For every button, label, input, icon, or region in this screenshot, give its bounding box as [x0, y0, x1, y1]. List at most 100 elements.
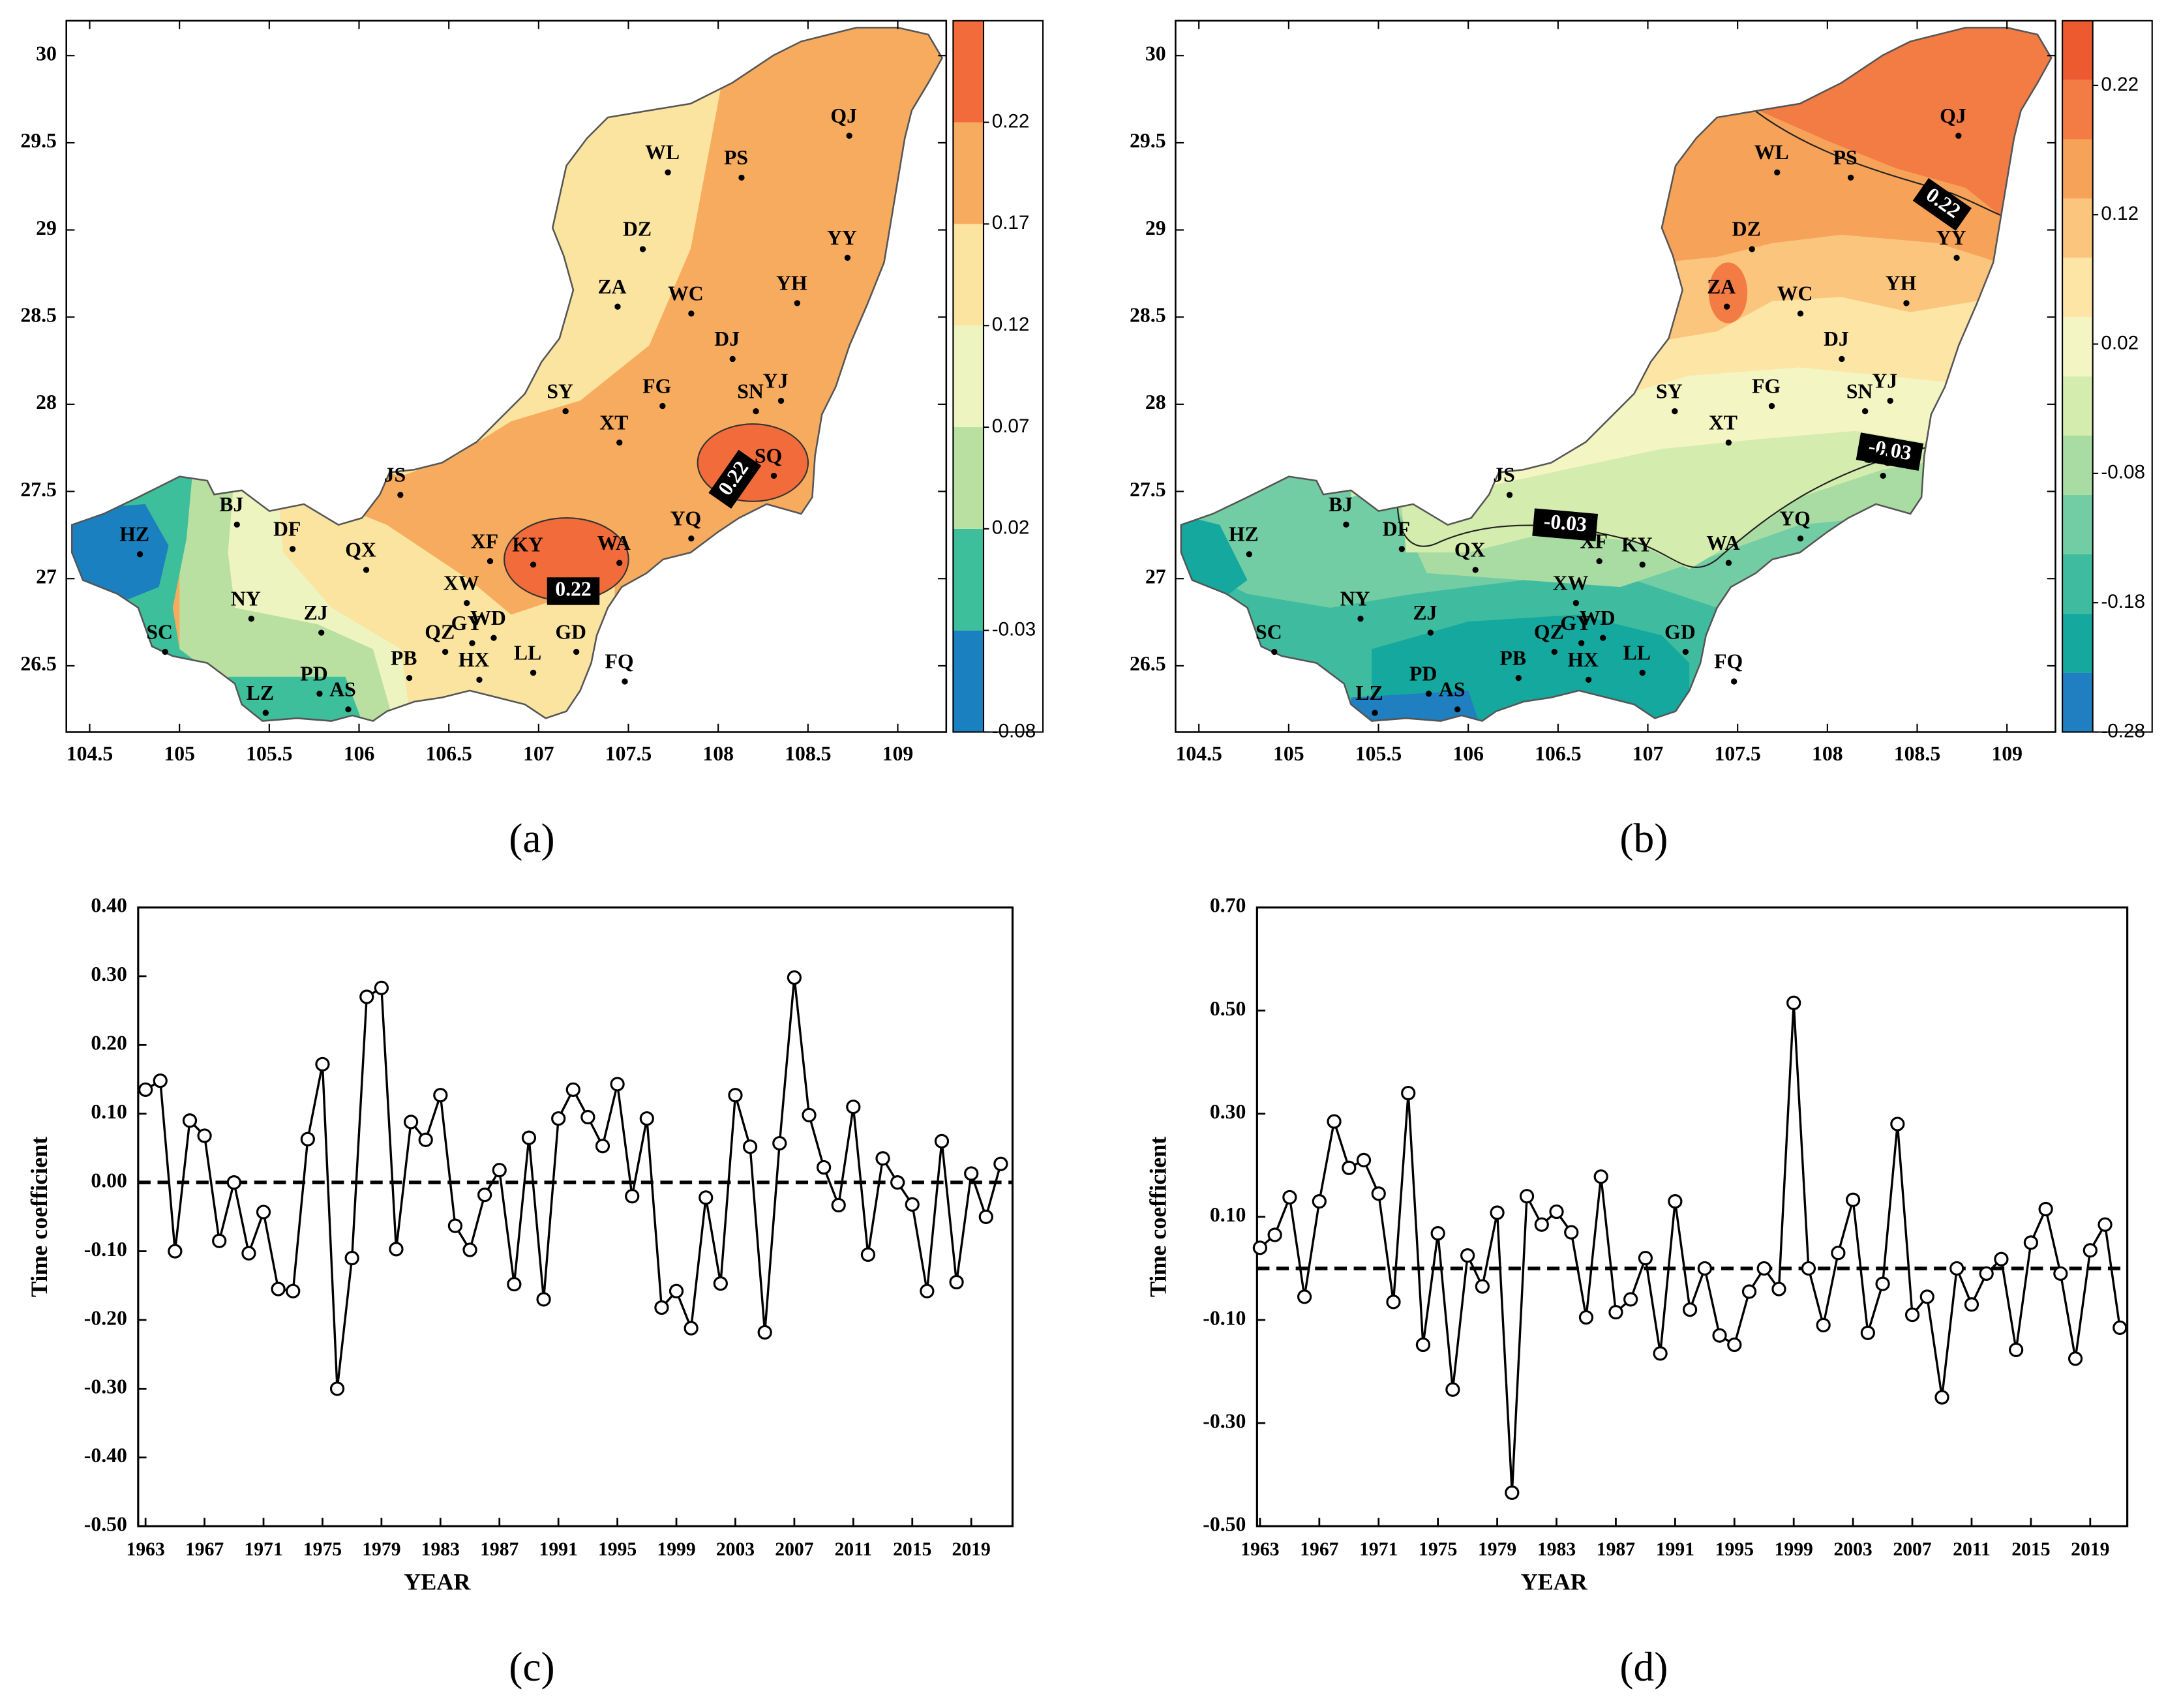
station: [1768, 402, 1775, 410]
y-tick-label: 28: [1145, 391, 1166, 413]
station-label: QZ: [425, 620, 455, 643]
data-point: [2053, 1266, 2068, 1281]
station: [530, 669, 537, 676]
station: [659, 402, 666, 410]
y-tick-label: -0.30: [1203, 1409, 1246, 1432]
station: [487, 558, 494, 565]
data-point: [639, 1111, 654, 1126]
station: [345, 706, 352, 713]
station-label: LL: [1623, 641, 1651, 664]
station-label: FQ: [605, 650, 633, 673]
data-point: [447, 1218, 463, 1233]
station-label: XT: [1709, 411, 1737, 434]
station: [777, 397, 785, 404]
station-label: SC: [1256, 620, 1282, 643]
contour-label: -0.03: [1856, 432, 1924, 471]
x-tick-label: 2007: [1893, 1539, 1931, 1560]
y-tick-label: 0.00: [91, 1169, 127, 1191]
data-point: [138, 1082, 153, 1097]
colorbar-frame: [952, 20, 1044, 733]
station-label: XT: [599, 411, 628, 434]
station-label: YJ: [1872, 369, 1897, 392]
x-tick-label: 107: [1632, 742, 1664, 765]
data-point: [551, 1111, 566, 1126]
station: [1953, 254, 1960, 262]
data-point: [1430, 1226, 1445, 1241]
station: [1903, 300, 1910, 307]
station: [1887, 397, 1893, 404]
plot-frame: [137, 906, 1014, 1527]
y-tick-label: 27.5: [1130, 478, 1166, 501]
data-point: [1312, 1194, 1327, 1209]
x-tick-label: 1995: [1715, 1539, 1754, 1560]
data-point: [168, 1244, 183, 1259]
data-point: [1994, 1251, 2009, 1266]
data-point: [816, 1160, 832, 1175]
data-point: [1801, 1261, 1816, 1276]
station: [1797, 310, 1804, 317]
station: [622, 678, 628, 685]
colorbar-band: [953, 122, 984, 224]
data-point: [1608, 1305, 1623, 1320]
station: [753, 408, 759, 415]
station-label: DF: [1383, 518, 1410, 541]
x-tick-label: 1983: [1537, 1539, 1576, 1560]
station: [1797, 535, 1804, 542]
x-tick-label: 2015: [2011, 1539, 2050, 1560]
data-point: [772, 1135, 787, 1151]
station-label: YQ: [1779, 507, 1811, 530]
station-label: PS: [724, 146, 748, 169]
station-label: PS: [1833, 146, 1858, 169]
x-tick-label: 1999: [657, 1539, 695, 1560]
station-label: HX: [459, 648, 490, 671]
station: [1639, 562, 1646, 568]
colorbar-tick-label: 0.02: [992, 517, 1030, 539]
station-label: LZ: [1355, 682, 1383, 704]
station-label: KY: [1621, 533, 1653, 556]
station-label: NY: [231, 587, 261, 610]
y-tick-label: 29: [1145, 217, 1166, 239]
contour-region: [72, 504, 169, 601]
colorbar-band: [2062, 554, 2093, 614]
station-label: XF: [471, 530, 498, 552]
data-point: [978, 1209, 993, 1224]
station-label: ZA: [1707, 275, 1736, 298]
station: [1585, 676, 1592, 683]
x-tick-label: 107.5: [1714, 742, 1760, 765]
station: [1749, 246, 1755, 252]
data-point: [1697, 1261, 1712, 1276]
data-point: [2038, 1201, 2053, 1217]
data-point: [1712, 1328, 1727, 1343]
x-tick-label: 1983: [421, 1539, 460, 1560]
station-label: PD: [1409, 662, 1437, 685]
station-label: WA: [1706, 532, 1739, 554]
data-point: [1934, 1390, 1949, 1405]
station-label: XW: [1553, 571, 1589, 594]
contour-label-text: -0.03: [1542, 509, 1587, 536]
x-tick-label: 2007: [775, 1539, 813, 1560]
station: [846, 132, 852, 139]
station: [794, 300, 800, 307]
y-tick-label: 27: [36, 565, 57, 588]
y-tick-label: 0.10: [91, 1100, 127, 1123]
data-point: [2009, 1342, 2024, 1357]
data-point: [669, 1283, 684, 1298]
station: [614, 303, 621, 310]
station: [490, 635, 497, 641]
data-point: [2083, 1243, 2098, 1258]
station: [469, 640, 475, 646]
data-point: [1653, 1346, 1668, 1361]
data-point: [2113, 1320, 2128, 1335]
data-point: [728, 1088, 743, 1103]
station-label: DZ: [623, 218, 652, 241]
station: [729, 355, 736, 363]
station-label: PB: [391, 646, 417, 669]
station-label: QX: [1454, 539, 1486, 562]
data-point: [1682, 1302, 1698, 1317]
data-point: [153, 1073, 168, 1088]
y-tick-label: 28: [36, 391, 57, 413]
station-label: WD: [1580, 607, 1616, 629]
data-point: [1890, 1116, 1905, 1131]
data-point: [212, 1233, 227, 1248]
data-point: [1668, 1194, 1683, 1209]
